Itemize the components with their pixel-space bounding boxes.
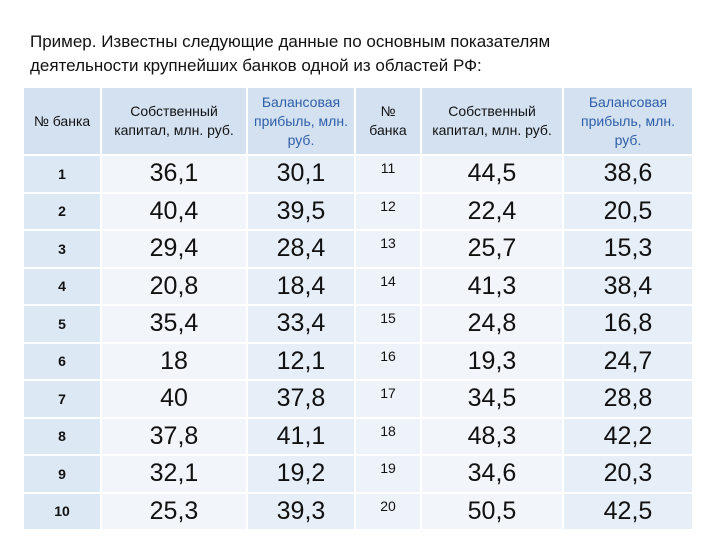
table-cell: 8 — [24, 418, 100, 454]
table-cell: 12 — [356, 193, 420, 229]
table-cell: 9 — [24, 456, 100, 492]
table-cell: 7 — [24, 381, 100, 417]
table-cell: 18 — [356, 418, 420, 454]
table-cell: 42,5 — [564, 493, 692, 529]
table-cell: 40 — [102, 381, 246, 417]
header-cell: № банка — [24, 88, 100, 154]
table-cell: 3 — [24, 231, 100, 267]
table-cell: 13 — [356, 231, 420, 267]
table-cell: 6 — [24, 343, 100, 379]
table-cell: 1 — [24, 156, 100, 192]
table-cell: 19,3 — [422, 343, 562, 379]
table-cell: 22,4 — [422, 193, 562, 229]
table-cell: 16,8 — [564, 306, 692, 342]
table-row: 3 29,4 28,4 13 25,7 15,3 — [24, 231, 692, 267]
table-cell: 28,8 — [564, 381, 692, 417]
table-cell: 20,3 — [564, 456, 692, 492]
table-cell: 25,3 — [102, 493, 246, 529]
header-cell: № банка — [356, 88, 420, 154]
table-cell: 32,1 — [102, 456, 246, 492]
table-cell: 38,4 — [564, 268, 692, 304]
header-cell: Собственный капитал, млн. руб. — [422, 88, 562, 154]
table-row: 6 18 12,1 16 19,3 24,7 — [24, 343, 692, 379]
bank-table: № банка Собственный капитал, млн. руб. Бал… — [22, 86, 694, 531]
table-cell: 20,5 — [564, 193, 692, 229]
table-cell: 14 — [356, 268, 420, 304]
table-row: 10 25,3 39,3 20 50,5 42,5 — [24, 493, 692, 529]
table-cell: 28,4 — [248, 231, 354, 267]
header-cell: Балансовая прибыль, млн. руб. — [564, 88, 692, 154]
header-cell: Собственный капитал, млн. руб. — [102, 88, 246, 154]
table-cell: 42,2 — [564, 418, 692, 454]
table-row: 8 37,8 41,1 18 48,3 42,2 — [24, 418, 692, 454]
table-cell: 44,5 — [422, 156, 562, 192]
table-cell: 38,6 — [564, 156, 692, 192]
table-cell: 19 — [356, 456, 420, 492]
table-cell: 35,4 — [102, 306, 246, 342]
table-cell: 5 — [24, 306, 100, 342]
header-cell: Балансовая прибыль, млн. руб. — [248, 88, 354, 154]
table-cell: 17 — [356, 381, 420, 417]
table-cell: 24,7 — [564, 343, 692, 379]
table-cell: 50,5 — [422, 493, 562, 529]
table-cell: 39,5 — [248, 193, 354, 229]
table-cell: 18 — [102, 343, 246, 379]
table-cell: 41,3 — [422, 268, 562, 304]
table-cell: 4 — [24, 268, 100, 304]
table-cell: 40,4 — [102, 193, 246, 229]
table-cell: 20,8 — [102, 268, 246, 304]
title: Пример. Известны следующие данные по осн… — [30, 32, 551, 75]
table-cell: 37,8 — [102, 418, 246, 454]
table-cell: 36,1 — [102, 156, 246, 192]
table-cell: 24,8 — [422, 306, 562, 342]
table-cell: 34,6 — [422, 456, 562, 492]
table-cell: 48,3 — [422, 418, 562, 454]
table-cell: 16 — [356, 343, 420, 379]
header-row: № банка Собственный капитал, млн. руб. Бал… — [24, 88, 692, 154]
table-cell: 12,1 — [248, 343, 354, 379]
table-cell: 34,5 — [422, 381, 562, 417]
table-cell: 19,2 — [248, 456, 354, 492]
table-cell: 10 — [24, 493, 100, 529]
table-cell: 11 — [356, 156, 420, 192]
table-cell: 37,8 — [248, 381, 354, 417]
table-row: 7 40 37,8 17 34,5 28,8 — [24, 381, 692, 417]
table-cell: 15,3 — [564, 231, 692, 267]
table-row: 2 40,4 39,5 12 22,4 20,5 — [24, 193, 692, 229]
table-row: 4 20,8 18,4 14 41,3 38,4 — [24, 268, 692, 304]
table-cell: 20 — [356, 493, 420, 529]
table-cell: 30,1 — [248, 156, 354, 192]
table-cell: 41,1 — [248, 418, 354, 454]
table-row: 9 32,1 19,2 19 34,6 20,3 — [24, 456, 692, 492]
table-cell: 18,4 — [248, 268, 354, 304]
table-cell: 15 — [356, 306, 420, 342]
table-row: 5 35,4 33,4 15 24,8 16,8 — [24, 306, 692, 342]
table-cell: 39,3 — [248, 493, 354, 529]
table-row: 1 36,1 30,1 11 44,5 38,6 — [24, 156, 692, 192]
table-cell: 29,4 — [102, 231, 246, 267]
table-cell: 2 — [24, 193, 100, 229]
table-cell: 25,7 — [422, 231, 562, 267]
table-cell: 33,4 — [248, 306, 354, 342]
